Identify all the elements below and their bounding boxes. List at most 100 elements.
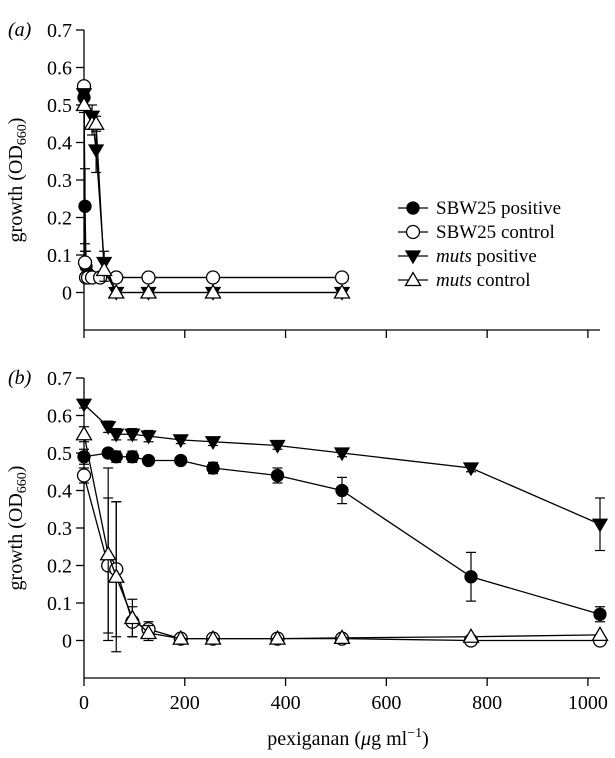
- y-tick-label: 0.6: [47, 58, 72, 80]
- data-point: [125, 450, 140, 464]
- data-point: [205, 270, 221, 285]
- panel-label: (b): [8, 367, 32, 389]
- y-tick-label: 0.7: [47, 368, 72, 390]
- y-tick-label: 0.2: [47, 556, 72, 578]
- series-circle-filled: [77, 89, 349, 285]
- data-point: [141, 453, 156, 468]
- data-point: [75, 425, 93, 441]
- data-point: [333, 283, 351, 299]
- series-line: [83, 97, 342, 279]
- series-triangle-down-filled: [75, 88, 351, 301]
- legend-marker: [404, 250, 422, 265]
- legend: SBW25 positive SBW25 control muts positive…: [398, 198, 561, 291]
- series-circle-open: [76, 79, 350, 285]
- legend-item: muts positive: [398, 246, 537, 267]
- series-line: [83, 434, 601, 640]
- data-point: [139, 624, 158, 640]
- data-point: [335, 483, 349, 498]
- data-point: [270, 468, 285, 483]
- data-point: [204, 629, 222, 645]
- data-point: [172, 434, 189, 449]
- data-point: [333, 629, 351, 645]
- data-point: [333, 447, 351, 462]
- y-tick-label: 0.7: [47, 20, 72, 42]
- legend-label: SBW25 positive: [436, 198, 561, 219]
- panel-b: 0 0.1 0.2 0.3 0.4 0.5 0.6 0.7 0 200 400 600 800 1000 (…: [5, 367, 609, 750]
- data-point: [107, 283, 125, 299]
- data-point: [591, 518, 609, 533]
- data-point: [462, 627, 480, 643]
- data-point: [77, 450, 91, 464]
- x-tick-label: 1000: [568, 692, 608, 714]
- y-tick-label: 0.2: [47, 208, 72, 230]
- data-point: [593, 607, 607, 621]
- panel-label: (a): [8, 19, 32, 41]
- data-point: [75, 88, 93, 103]
- legend-marker: [405, 224, 421, 240]
- y-tick-label: 0: [62, 283, 72, 305]
- y-tick-label: 0.3: [47, 518, 72, 540]
- data-point: [75, 96, 93, 112]
- y-tick-label: 0.5: [47, 443, 72, 465]
- data-point: [204, 283, 222, 299]
- legend-label: muts control: [436, 270, 530, 291]
- x-tick-label: 600: [371, 692, 401, 714]
- x-tick-label: 0: [79, 692, 89, 714]
- data-point: [172, 629, 190, 645]
- data-point: [76, 468, 92, 483]
- data-point: [75, 398, 93, 413]
- data-point: [77, 255, 93, 270]
- y-axis-title: growth (OD660): [5, 466, 30, 591]
- data-point: [107, 567, 125, 583]
- data-point: [204, 436, 222, 451]
- series-line: [83, 93, 342, 294]
- data-point: [464, 570, 478, 584]
- series-line: [83, 86, 342, 279]
- data-point: [141, 270, 156, 285]
- y-tick-label: 0.1: [47, 593, 72, 615]
- data-point: [87, 114, 105, 130]
- legend-item: SBW25 control: [398, 222, 555, 243]
- y-tick-label: 0.6: [47, 406, 72, 428]
- data-point: [109, 450, 123, 464]
- data-point: [87, 144, 105, 159]
- data-point: [124, 428, 141, 443]
- data-point: [95, 261, 113, 277]
- y-tick-label: 0.4: [47, 481, 72, 503]
- x-axis-title: pexiganan (μg ml−1): [267, 726, 429, 750]
- y-tick-label: 0.5: [47, 95, 72, 117]
- legend-item: SBW25 positive: [398, 198, 561, 219]
- data-point: [268, 629, 287, 645]
- data-point: [99, 545, 117, 561]
- data-point: [334, 270, 350, 285]
- legend-marker: [406, 201, 420, 215]
- data-point: [206, 461, 220, 475]
- y-tick-label: 0.1: [47, 245, 72, 267]
- legend-label: muts positive: [436, 246, 537, 267]
- legend-item: muts control: [398, 270, 530, 291]
- data-point: [108, 428, 125, 443]
- data-point: [123, 609, 142, 625]
- legend-marker: [404, 271, 422, 287]
- series-circle-filled: [77, 446, 607, 623]
- y-axis-title: growth (OD660): [5, 118, 30, 243]
- series-line: [83, 403, 601, 525]
- y-tick-label: 0.4: [47, 133, 72, 155]
- y-tick-label: 0.3: [47, 170, 72, 192]
- legend-label: SBW25 control: [436, 222, 555, 243]
- x-tick-label: 200: [170, 692, 200, 714]
- y-tick-label: 0: [62, 631, 72, 653]
- series-triangle-down-filled: [75, 398, 609, 552]
- data-point: [100, 421, 117, 436]
- data-point: [174, 453, 188, 468]
- series-triangle-up-open: [75, 96, 351, 299]
- x-tick-label: 400: [271, 692, 301, 714]
- data-point: [139, 283, 158, 299]
- data-point: [140, 430, 157, 445]
- data-point: [462, 462, 480, 477]
- panel-a: 0 0.1 0.2 0.3 0.4 0.5 0.6 0.7 (a) growth (OD660) S…: [5, 19, 600, 338]
- x-tick-label: 800: [472, 692, 502, 714]
- data-point: [269, 439, 286, 454]
- series-triangle-up-open: [75, 425, 609, 653]
